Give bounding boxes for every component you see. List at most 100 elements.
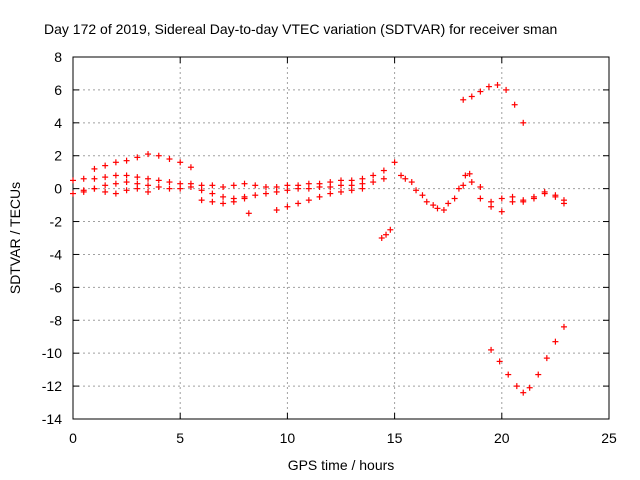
data-point (245, 210, 252, 217)
data-point (177, 185, 184, 192)
data-point (91, 165, 98, 172)
x-tick-label: 25 (601, 430, 617, 446)
data-point (488, 346, 495, 353)
data-point (380, 175, 387, 182)
data-point (440, 207, 447, 214)
data-point (468, 93, 475, 100)
data-point (494, 81, 501, 88)
series-middle-band-a (70, 167, 387, 190)
data-point (209, 198, 216, 205)
data-point (123, 157, 130, 164)
data-point (498, 208, 505, 215)
data-point (102, 162, 109, 169)
data-point (305, 197, 312, 204)
data-point (560, 200, 567, 207)
data-point (387, 226, 394, 233)
data-point (513, 383, 520, 390)
data-point (145, 188, 152, 195)
data-point (252, 182, 259, 189)
data-point (112, 180, 119, 187)
x-tick-labels: 0 5 10 15 20 25 (69, 430, 617, 446)
data-point (220, 183, 227, 190)
series-afternoon-wave-b (398, 170, 567, 215)
data-point (359, 185, 366, 192)
data-point (466, 170, 473, 177)
data-point (398, 172, 405, 179)
data-point (430, 202, 437, 209)
data-point (241, 195, 248, 202)
data-point (391, 159, 398, 166)
data-point (560, 323, 567, 330)
axis-ticks (72, 56, 610, 420)
y-tick-label: 8 (54, 49, 62, 65)
data-point (541, 188, 548, 195)
y-tick-label: -12 (42, 378, 62, 394)
grid-lines (73, 57, 609, 419)
data-point (434, 205, 441, 212)
data-point (209, 182, 216, 189)
x-tick-label: 5 (176, 430, 184, 446)
data-point (316, 193, 323, 200)
data-point (70, 177, 76, 184)
data-point (230, 198, 237, 205)
data-point (496, 358, 503, 365)
data-point (380, 167, 387, 174)
data-point (166, 179, 173, 186)
data-point (166, 185, 173, 192)
y-tick-label: 6 (54, 82, 62, 98)
data-point (273, 207, 280, 214)
data-point (509, 198, 516, 205)
data-point (378, 235, 385, 241)
data-point (284, 203, 291, 210)
data-point (198, 187, 205, 194)
data-point (383, 231, 390, 238)
data-point (419, 192, 426, 199)
data-point (187, 164, 194, 171)
data-point (198, 197, 205, 204)
data-point (505, 371, 512, 378)
data-point (155, 183, 162, 190)
y-tick-label: -8 (50, 312, 63, 328)
data-point (123, 187, 130, 194)
data-point (134, 174, 141, 181)
data-point (155, 177, 162, 184)
data-point (503, 86, 510, 93)
y-tick-label: -14 (42, 411, 62, 427)
data-point (295, 200, 302, 207)
y-tick-labels: -14 -12 -10 -8 -6 -4 -2 0 2 4 6 8 (42, 49, 62, 427)
data-point (338, 182, 344, 189)
data-point (526, 384, 533, 391)
data-point (220, 200, 227, 207)
data-point (445, 200, 452, 207)
data-point (187, 183, 194, 190)
y-tick-label: 4 (54, 115, 62, 131)
data-point (498, 195, 505, 202)
data-point (520, 389, 527, 396)
data-point (284, 187, 291, 194)
data-point (488, 198, 495, 205)
series-afternoon-wave (391, 159, 567, 212)
data-point (262, 183, 269, 190)
y-tick-label: -4 (50, 246, 63, 262)
y-axis-label: SDTVAR / TECUs (7, 182, 23, 294)
data-point (230, 182, 237, 189)
data-point (460, 182, 467, 189)
data-point (477, 183, 484, 190)
data-point (91, 175, 98, 182)
data-point (102, 174, 109, 181)
data-point (370, 172, 377, 179)
y-tick-label: 2 (54, 148, 62, 164)
data-point (451, 195, 458, 202)
x-tick-label: 10 (280, 430, 296, 446)
data-point (305, 185, 312, 192)
data-point (70, 190, 76, 197)
data-point (460, 96, 467, 103)
data-point (91, 185, 98, 192)
data-point (413, 187, 420, 194)
data-point (423, 198, 430, 205)
data-point (80, 187, 87, 194)
data-point (295, 185, 302, 192)
data-point (408, 179, 415, 186)
data-point (80, 175, 87, 182)
